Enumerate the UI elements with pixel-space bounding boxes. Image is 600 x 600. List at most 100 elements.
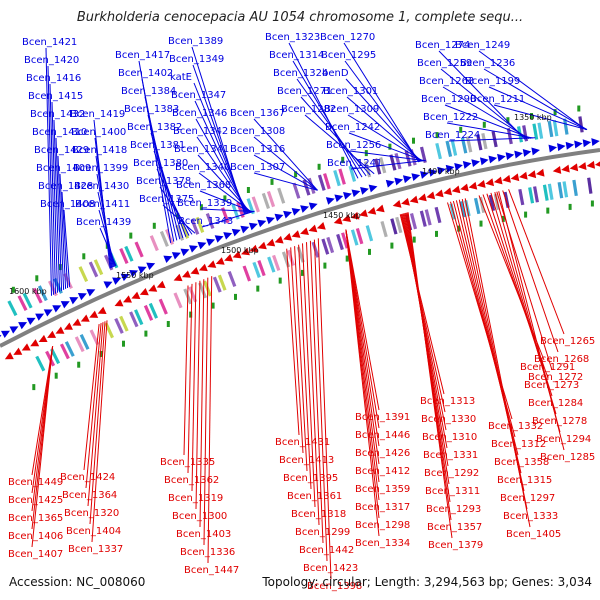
reverse-gene-arrow: [274, 235, 284, 244]
reverse-gene-label: Bcen_1313: [420, 396, 475, 407]
gc-marker: [412, 137, 415, 144]
reverse-feature-band: [542, 184, 549, 201]
forward-gene-arrow: [308, 202, 318, 211]
gc-marker: [568, 203, 572, 210]
forward-gene-label: Bcen_1340: [175, 162, 230, 173]
forward-gene-label: Bcen_1382: [127, 122, 182, 133]
forward-gene-label: Bcen_1400: [71, 127, 126, 138]
forward-gene-label: Bcen_1421: [22, 37, 77, 48]
forward-feature-band: [445, 140, 453, 157]
reverse-gene-label: Bcen_1300: [172, 511, 227, 522]
reverse-feature-band: [158, 298, 168, 315]
reverse-gene-label: Bcen_1405: [506, 529, 561, 540]
forward-gene-label: Bcen_1301: [323, 86, 378, 97]
forward-gene-label: Bcen_1409: [36, 163, 91, 174]
leader-line: [253, 118, 318, 191]
reverse-feature-band: [355, 227, 364, 245]
gc-marker: [77, 361, 81, 368]
gc-marker: [317, 163, 321, 170]
reverse-gene-label: Bcen_1330: [421, 414, 476, 425]
forward-gene-label: Bcen_1410: [32, 127, 87, 138]
gc-marker: [482, 121, 486, 128]
forward-gene-arrow: [180, 248, 190, 257]
leader-line: [195, 280, 201, 510]
reverse-gene-arrow: [510, 173, 520, 182]
forward-gene-label: Bcen_1347: [171, 90, 226, 101]
gc-marker: [459, 126, 463, 133]
reverse-gene-label: Bcen_1298: [355, 520, 410, 531]
reverse-gene-arrow: [300, 227, 309, 236]
forward-feature-band: [261, 192, 271, 209]
leader-line: [448, 137, 536, 142]
reverse-feature-band: [311, 241, 320, 258]
reverse-gene-arrow: [257, 241, 267, 250]
leader-line: [309, 240, 324, 544]
forward-feature-band: [506, 127, 513, 145]
reverse-gene-label: Bcen_1426: [355, 448, 410, 459]
gc-marker: [323, 262, 327, 269]
forward-gene-arrow: [18, 322, 28, 330]
forward-gene-arrow: [385, 179, 395, 188]
reverse-gene-arrow: [485, 178, 495, 187]
forward-gene-arrow: [120, 273, 130, 282]
leader-line: [63, 209, 71, 288]
forward-gene-label: Bcen_1263: [419, 76, 474, 87]
reverse-feature-band: [533, 186, 539, 203]
reverse-gene-arrow: [594, 159, 600, 168]
reverse-gene-label: Bcen_1412: [355, 466, 410, 477]
forward-gene-arrow: [266, 216, 275, 225]
reverse-gene-label: Bcen_1320: [64, 508, 119, 519]
forward-gene-arrow: [112, 277, 122, 285]
forward-gene-arrow: [497, 153, 506, 162]
leader-line: [187, 283, 193, 474]
reverse-gene-label: Bcen_1273: [524, 380, 579, 391]
reverse-gene-label: Bcen_1332: [488, 421, 543, 432]
leader-line: [191, 282, 197, 492]
forward-gene-label: Bcen_1236: [460, 58, 515, 69]
leader-line: [313, 239, 328, 562]
forward-gene-arrow: [197, 241, 207, 250]
forward-gene-arrow: [9, 326, 19, 334]
reverse-gene-arrow: [224, 254, 234, 262]
forward-gene-arrow: [351, 189, 361, 198]
forward-gene-arrow: [514, 150, 523, 159]
reverse-gene-arrow: [156, 280, 166, 289]
reverse-feature-band: [587, 177, 593, 194]
gc-marker: [388, 143, 392, 150]
forward-feature-band: [547, 120, 554, 138]
reverse-gene-label: Bcen_1406: [8, 531, 63, 542]
reverse-feature-band: [395, 216, 403, 234]
forward-gene-label: Bcen_1259: [417, 58, 472, 69]
leader-line: [508, 189, 565, 335]
forward-feature-band: [134, 241, 144, 258]
reverse-feature-band: [562, 181, 569, 198]
forward-gene-arrow: [43, 309, 53, 317]
leader-line: [87, 322, 104, 507]
forward-feature-band: [389, 154, 397, 171]
reverse-gene-arrow: [30, 339, 40, 347]
forward-gene-arrow: [402, 175, 412, 184]
leader-line: [47, 65, 54, 295]
forward-feature-band: [435, 142, 442, 160]
leader-line: [298, 244, 312, 490]
forward-gene-label: Bcen_1242: [325, 122, 380, 133]
forward-gene-arrow: [557, 143, 566, 152]
leader-line: [446, 122, 534, 139]
reverse-gene-label: Bcen_1311: [425, 486, 480, 497]
gc-marker: [211, 302, 215, 309]
gc-marker: [577, 105, 581, 112]
forward-gene-label: Bcen_1402: [118, 68, 173, 79]
forward-feature-band: [563, 118, 569, 135]
reverse-feature-band: [74, 336, 85, 353]
reverse-gene-arrow: [97, 306, 107, 314]
reverse-feature-band: [257, 260, 266, 277]
forward-feature-band: [78, 266, 89, 283]
forward-gene-arrow: [591, 138, 600, 146]
forward-gene-arrow: [240, 225, 250, 234]
forward-gene-label: Bcen_1343: [178, 216, 233, 227]
forward-feature-band: [277, 187, 286, 204]
forward-gene-arrow: [531, 147, 540, 156]
forward-gene-label: benD: [322, 68, 349, 79]
leader-line: [201, 210, 255, 228]
forward-gene-arrow: [522, 148, 532, 157]
